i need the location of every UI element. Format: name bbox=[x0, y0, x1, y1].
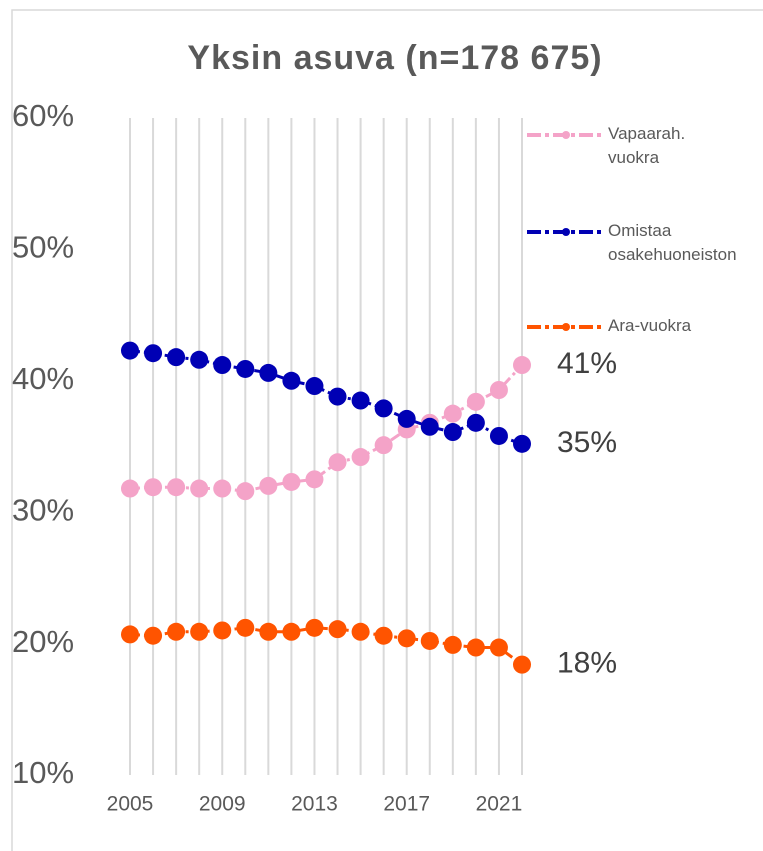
data-point bbox=[236, 359, 255, 378]
data-point bbox=[397, 409, 416, 428]
data-point bbox=[305, 377, 324, 396]
legend-label: Vapaarah. vuokra bbox=[608, 124, 685, 167]
data-point bbox=[443, 635, 462, 654]
chart-title: Yksin asuva (n=178 675) bbox=[187, 39, 602, 77]
data-point bbox=[351, 391, 370, 410]
data-point bbox=[259, 622, 278, 641]
y-tick-label: 40% bbox=[12, 361, 74, 396]
series-line bbox=[129, 626, 523, 666]
chart-frame bbox=[11, 9, 763, 851]
data-point bbox=[236, 618, 255, 637]
data-point bbox=[489, 426, 508, 445]
data-point bbox=[282, 371, 301, 390]
data-point bbox=[328, 620, 347, 639]
data-point bbox=[305, 618, 324, 637]
data-label: 35% bbox=[557, 426, 617, 459]
data-point bbox=[513, 434, 531, 453]
data-point bbox=[328, 453, 347, 472]
data-point bbox=[305, 470, 324, 489]
data-point bbox=[213, 356, 232, 375]
x-tick-label: 2021 bbox=[476, 793, 523, 816]
data-point bbox=[397, 629, 416, 648]
data-point bbox=[374, 626, 393, 645]
legend-marker bbox=[562, 131, 570, 139]
legend-label-line: vuokra bbox=[608, 148, 660, 167]
data-point bbox=[167, 478, 186, 497]
data-label: 18% bbox=[557, 647, 617, 680]
data-point bbox=[328, 387, 347, 406]
data-point bbox=[282, 622, 301, 641]
data-point bbox=[144, 478, 163, 497]
data-point bbox=[144, 626, 163, 645]
data-point bbox=[351, 448, 370, 467]
y-tick-label: 20% bbox=[12, 624, 74, 659]
y-tick-label: 60% bbox=[12, 98, 74, 133]
data-point bbox=[190, 622, 209, 641]
legend-label-line: Ara-vuokra bbox=[608, 316, 692, 335]
data-point bbox=[374, 436, 393, 455]
data-point bbox=[466, 392, 485, 411]
data-point bbox=[466, 413, 485, 432]
data-point bbox=[259, 476, 278, 495]
data-point bbox=[420, 417, 439, 436]
data-point bbox=[489, 638, 508, 657]
data-point bbox=[167, 348, 186, 367]
data-point bbox=[121, 479, 139, 498]
data-point bbox=[213, 621, 232, 640]
legend-marker bbox=[562, 323, 570, 331]
y-tick-label: 50% bbox=[12, 230, 74, 265]
data-point bbox=[282, 472, 301, 491]
data-point bbox=[420, 631, 439, 650]
legend-label-line: osakehuoneiston bbox=[608, 245, 737, 264]
data-label: 41% bbox=[557, 347, 617, 380]
data-point bbox=[466, 638, 485, 657]
data-point bbox=[513, 356, 531, 375]
data-point bbox=[489, 380, 508, 399]
legend-marker bbox=[562, 228, 570, 236]
series-line bbox=[129, 349, 523, 446]
x-tick-label: 2017 bbox=[383, 793, 430, 816]
legend-label: Omistaa osakehuoneiston bbox=[608, 221, 737, 264]
data-point bbox=[259, 363, 278, 382]
data-point bbox=[351, 622, 370, 641]
data-point bbox=[190, 350, 209, 369]
data-point bbox=[443, 404, 462, 423]
x-tick-label: 2009 bbox=[199, 793, 246, 816]
data-point bbox=[121, 341, 139, 360]
data-point bbox=[213, 479, 232, 498]
legend-label-line: Omistaa bbox=[608, 221, 672, 240]
y-tick-label: 10% bbox=[12, 755, 74, 790]
data-point bbox=[513, 655, 531, 674]
x-tick-label: 2013 bbox=[291, 793, 338, 816]
legend-label-line: Vapaarah. bbox=[608, 124, 685, 143]
data-point bbox=[167, 622, 186, 641]
data-point bbox=[121, 625, 139, 644]
data-point bbox=[190, 479, 209, 498]
data-point bbox=[144, 344, 163, 363]
data-point bbox=[443, 423, 462, 442]
y-tick-label: 30% bbox=[12, 492, 74, 527]
legend-label: Ara-vuokra bbox=[608, 316, 692, 335]
data-point bbox=[236, 482, 255, 501]
x-tick-label: 2005 bbox=[107, 793, 154, 816]
data-point bbox=[374, 399, 393, 418]
